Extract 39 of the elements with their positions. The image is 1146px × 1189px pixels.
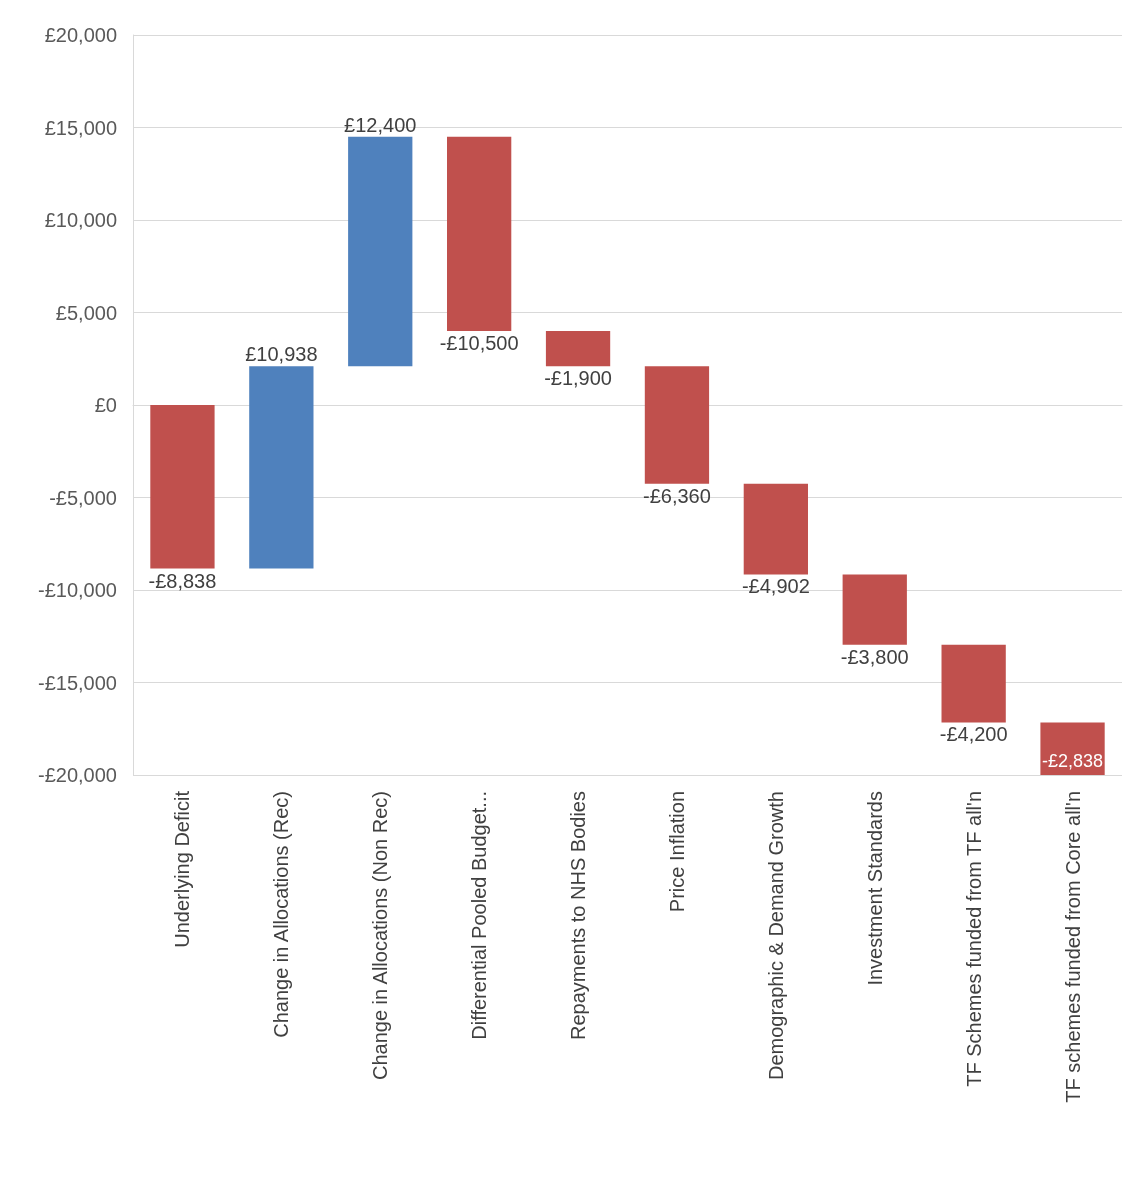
x-tick-label: Investment Standards xyxy=(863,791,886,986)
x-tick-label: Differential Pooled Budget... xyxy=(468,791,491,1040)
x-tick-label: Repayments to NHS Bodies xyxy=(567,791,590,1041)
data-label: £10,938 xyxy=(245,343,318,366)
data-label: -£4,200 xyxy=(939,723,1008,746)
y-tick-label: -£5,000 xyxy=(49,486,117,509)
x-tick-label: TF schemes funded from Core all'n xyxy=(1061,791,1084,1103)
bar xyxy=(150,405,215,569)
x-tick-label: Change in Allocations (Rec) xyxy=(270,791,293,1038)
data-label: -£4,902 xyxy=(741,575,810,598)
bar xyxy=(447,136,512,331)
bar xyxy=(249,366,314,569)
bar xyxy=(1040,722,1105,775)
x-tick-label: Underlying Deficit xyxy=(171,790,194,948)
data-label: -£10,500 xyxy=(439,332,519,354)
x-tick-label: Change in Allocations (Non Rec) xyxy=(369,791,392,1081)
bar xyxy=(348,136,413,367)
bar xyxy=(743,483,808,575)
y-tick-label: £0 xyxy=(94,394,117,416)
x-tick-label: Demographic & Demand Growth xyxy=(764,791,787,1081)
y-tick-label: £10,000 xyxy=(44,209,117,231)
y-tick-label: £15,000 xyxy=(44,116,117,139)
data-label: -£3,800 xyxy=(840,645,909,668)
data-label: -£6,360 xyxy=(643,484,711,507)
x-tick-label: Price Inflation xyxy=(665,791,688,913)
y-tick-label: -£15,000 xyxy=(38,671,117,694)
bar xyxy=(644,366,710,484)
data-label: -£2,838 xyxy=(1042,751,1104,771)
bar xyxy=(941,644,1006,723)
y-tick-label: -£20,000 xyxy=(38,764,117,786)
x-tick-label: TF Schemes funded from TF all'n xyxy=(962,791,985,1087)
bar xyxy=(545,331,611,367)
y-tick-label: £20,000 xyxy=(44,24,117,46)
data-label: £12,400 xyxy=(344,113,417,136)
y-tick-label: -£10,000 xyxy=(38,579,117,601)
data-label: -£8,838 xyxy=(148,569,217,592)
y-tick-label: £5,000 xyxy=(55,301,117,324)
data-label: -£1,900 xyxy=(544,367,612,390)
bar xyxy=(842,574,907,645)
